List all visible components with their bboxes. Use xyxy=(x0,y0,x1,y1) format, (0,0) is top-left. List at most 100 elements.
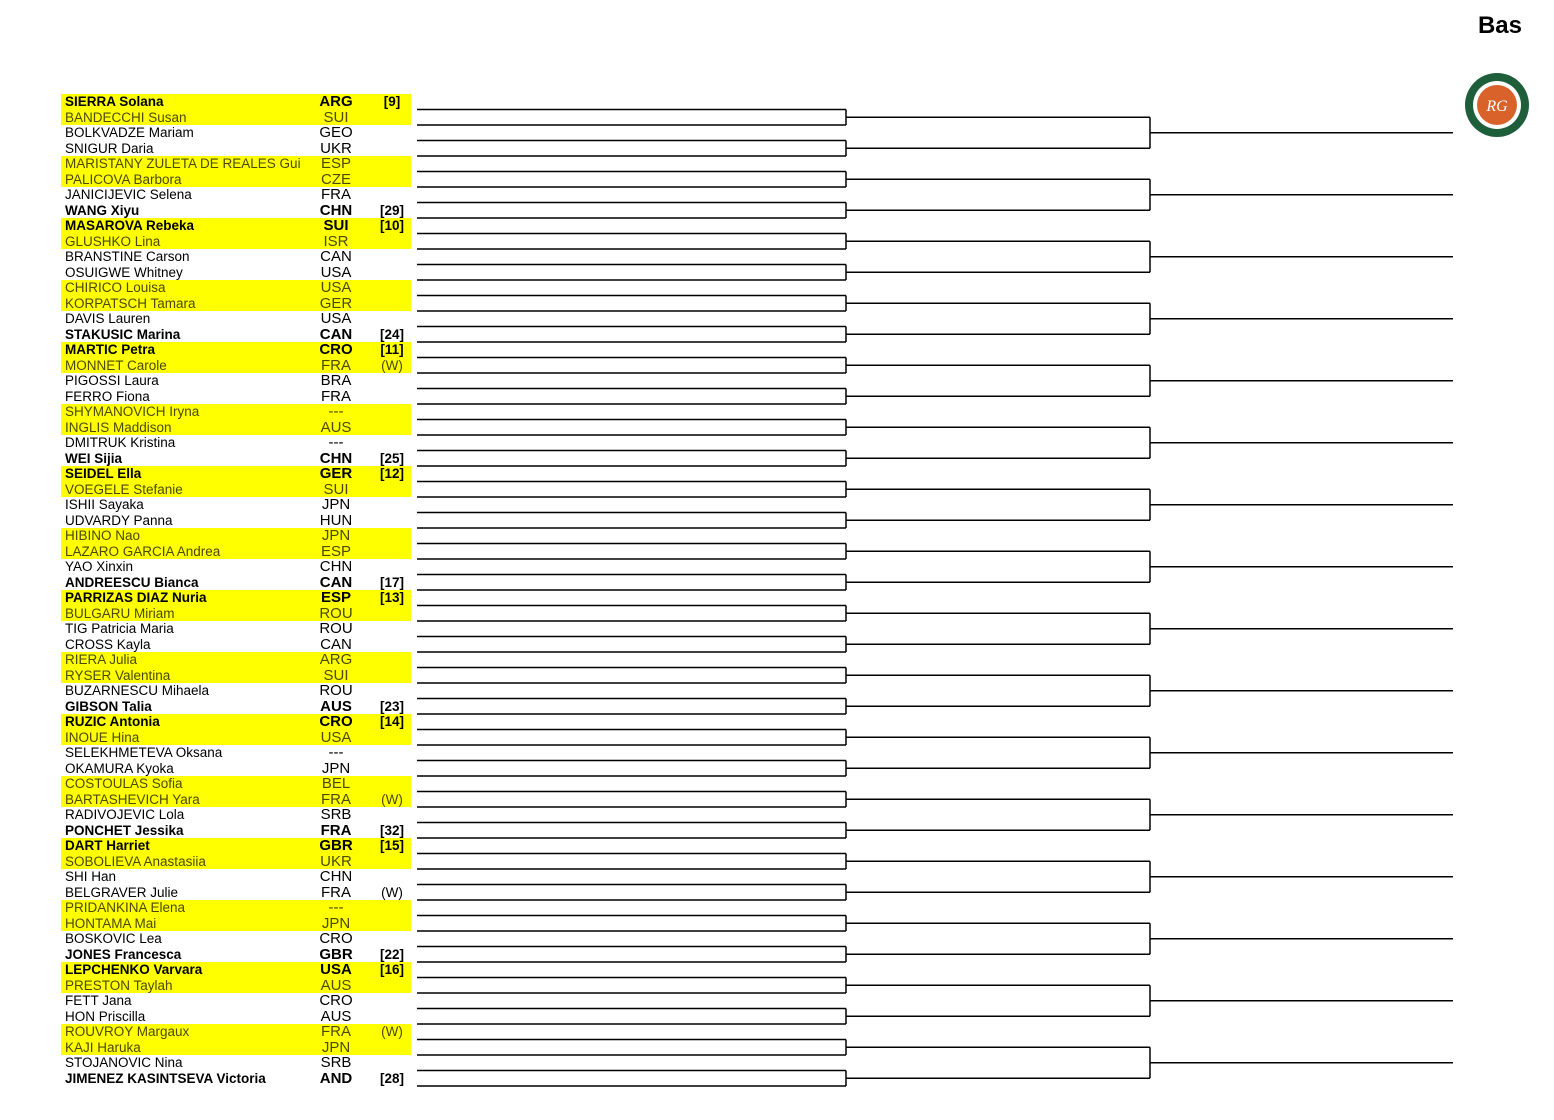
player-name: SHI Han xyxy=(65,869,117,884)
player-row: YAO Xinxin CHN xyxy=(61,559,411,575)
player-name: PARRIZAS DIAZ Nuria xyxy=(65,590,207,605)
player-name: SHYMANOVICH Iryna xyxy=(65,404,200,419)
player-nationality: FRA xyxy=(321,186,351,203)
player-name: WANG Xiyu xyxy=(65,202,140,218)
player-row: HONTAMA Mai JPN xyxy=(61,914,411,932)
player-seed: [22] xyxy=(379,946,404,962)
section-title: Bas xyxy=(1477,12,1522,39)
player-name: BANDECCHI Susan xyxy=(65,109,187,125)
player-name: COSTOULAS Sofia xyxy=(65,776,183,791)
player-row: GLUSHKO Lina ISR xyxy=(61,232,411,250)
player-nationality: JPN xyxy=(321,527,351,544)
player-name: LEPCHENKO Varvara xyxy=(65,962,203,977)
player-nationality: USA xyxy=(320,263,352,281)
player-seed: (W) xyxy=(381,1024,403,1039)
player-row: SHYMANOVICH Iryna --- xyxy=(61,404,411,420)
player-nationality: CZE xyxy=(321,170,351,188)
player-row: RYSER Valentina SUI xyxy=(61,667,411,683)
player-name: OKAMURA Kyoka xyxy=(65,760,174,776)
player-nationality: USA xyxy=(320,961,352,978)
player-name: HIBINO Nao xyxy=(65,528,141,543)
player-row: MASAROVA Rebeka SUI [10] xyxy=(61,218,411,234)
player-nationality: SRB xyxy=(320,1054,352,1071)
player-nationality: SUI xyxy=(323,217,349,234)
player-nationality: ESP xyxy=(320,155,351,172)
player-row: JONES Francesca GBR [22] xyxy=(61,946,411,963)
player-name: KORPATSCH Tamara xyxy=(65,295,196,311)
player-nationality: GER xyxy=(319,465,353,482)
player-row: WANG Xiyu CHN [29] xyxy=(61,202,411,219)
player-name: MONNET Carole xyxy=(65,357,167,373)
svg-text:RG: RG xyxy=(1485,98,1508,115)
player-row: TIG Patricia Maria ROU xyxy=(61,621,411,637)
player-name: BARTASHEVICH Yara xyxy=(65,791,200,807)
player-name: WEI Sijia xyxy=(65,450,123,466)
player-row: PIGOSSI Laura BRA xyxy=(61,373,411,389)
player-row: STOJANOVIC Nina SRB xyxy=(61,1055,411,1071)
player-nationality: CRO xyxy=(319,930,353,947)
player-nationality: AUS xyxy=(320,1007,352,1025)
player-row: PALICOVA Barbora CZE xyxy=(61,170,411,188)
player-name: RIERA Julia xyxy=(65,652,138,667)
player-row: KORPATSCH Tamara GER xyxy=(61,294,411,312)
player-name: JONES Francesca xyxy=(65,946,182,962)
player-name: INGLIS Maddison xyxy=(65,419,172,435)
player-row: COSTOULAS Sofia BEL xyxy=(61,776,411,792)
player-name: SNIGUR Daria xyxy=(65,140,154,156)
player-seed: [13] xyxy=(379,590,404,605)
player-name: OSUIGWE Whitney xyxy=(65,264,183,280)
player-row: HON Priscilla AUS xyxy=(61,1007,411,1025)
player-nationality: CHN xyxy=(319,868,353,885)
player-nationality: CRO xyxy=(319,713,353,730)
player-nationality: UKR xyxy=(320,852,352,870)
player-seed: [12] xyxy=(379,466,404,481)
player-row: RADIVOJEVIC Lola SRB xyxy=(61,807,411,823)
player-nationality: UKR xyxy=(320,139,352,157)
player-name: FERRO Fiona xyxy=(65,388,150,404)
player-row: FERRO Fiona FRA xyxy=(61,388,411,405)
player-nationality: USA xyxy=(320,279,352,296)
player-row: KAJI Haruka JPN xyxy=(61,1038,411,1056)
player-nationality: GER xyxy=(319,294,353,312)
player-row: ANDREESCU Bianca CAN [17] xyxy=(61,574,411,591)
player-name: DAVIS Lauren xyxy=(65,311,151,326)
player-row: FETT Jana CRO xyxy=(61,993,411,1009)
player-row: JIMENEZ KASINTSEVA Victoria AND [28] xyxy=(61,1070,411,1087)
player-name: RYSER Valentina xyxy=(65,667,171,683)
player-nationality: ISR xyxy=(323,232,349,250)
player-name: DMITRUK Kristina xyxy=(65,435,176,450)
player-name: PIGOSSI Laura xyxy=(65,373,159,388)
player-seed: [29] xyxy=(379,202,404,218)
player-row: SOBOLIEVA Anastasiia UKR xyxy=(61,852,411,870)
player-nationality: JPN xyxy=(321,1038,351,1056)
player-row: STAKUSIC Marina CAN [24] xyxy=(61,326,411,343)
player-nationality: USA xyxy=(320,728,352,746)
player-name: CROSS Kayla xyxy=(65,636,151,652)
player-nationality: AUS xyxy=(320,418,352,436)
player-nationality: JPN xyxy=(321,914,351,932)
player-row: PRIDANKINA Elena --- xyxy=(61,900,411,916)
player-name: MARTIC Petra xyxy=(65,342,156,357)
player-row: LEPCHENKO Varvara USA [16] xyxy=(61,962,411,978)
player-name: GIBSON Talia xyxy=(65,698,152,714)
player-row: INGLIS Maddison AUS xyxy=(61,418,411,436)
player-seed: [10] xyxy=(379,218,404,233)
player-nationality: ARG xyxy=(319,651,353,668)
player-seed: [11] xyxy=(380,342,404,357)
player-nationality: AUS xyxy=(320,697,352,715)
player-row: BANDECCHI Susan SUI xyxy=(61,109,411,125)
player-nationality: CHN xyxy=(319,558,353,575)
player-name: BOSKOVIC Lea xyxy=(65,931,162,946)
player-seed: (W) xyxy=(381,884,403,900)
player-row: LAZARO GARCIA Andrea ESP xyxy=(61,543,411,559)
player-name: SEIDEL Ella xyxy=(65,466,142,481)
player-row: RUZIC Antonia CRO [14] xyxy=(61,714,411,730)
player-seed: [14] xyxy=(379,714,404,729)
player-name: BELGRAVER Julie xyxy=(65,884,179,900)
player-row: BULGARU Miriam ROU xyxy=(61,605,411,621)
player-name: BOLKVADZE Mariam xyxy=(65,125,194,140)
player-nationality: --- xyxy=(328,899,344,916)
player-seed: [15] xyxy=(379,838,404,853)
player-name: PALICOVA Barbora xyxy=(65,171,182,187)
player-row: MONNET Carole FRA (W) xyxy=(61,357,411,373)
